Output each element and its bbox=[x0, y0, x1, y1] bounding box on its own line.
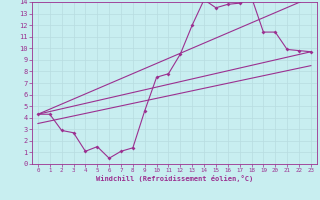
X-axis label: Windchill (Refroidissement éolien,°C): Windchill (Refroidissement éolien,°C) bbox=[96, 175, 253, 182]
